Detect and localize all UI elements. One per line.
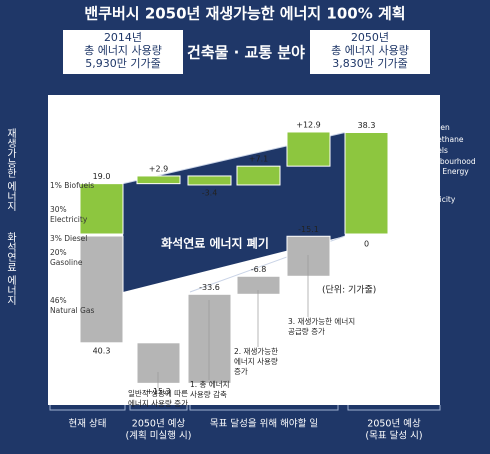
box-text: 총 에너지 사용량 (84, 44, 162, 57)
bar (136, 175, 181, 185)
composition-label: Gasoline (50, 258, 83, 267)
box-text: 5,930만 기가줄 (85, 57, 160, 70)
bar (236, 275, 281, 295)
value-label: 40.3 (93, 346, 111, 355)
bar (286, 235, 331, 277)
annotation: 사용량 감축 (190, 389, 227, 399)
title: 밴쿠버시 2050년 재생가능한 에너지 100% 계획 (84, 5, 405, 23)
banner-text: 재생가능한 에너지 (164, 109, 256, 123)
bracket (129, 405, 188, 411)
category-label: (계획 미실행 시) (126, 430, 192, 442)
bracket (347, 405, 441, 411)
unit-label: (단위: 기가줄) (322, 285, 376, 296)
composition-label: 46% (50, 296, 67, 305)
box (63, 30, 183, 74)
band (123, 132, 345, 292)
banner-text: 화석연료 에너지 폐기 (161, 236, 269, 251)
annotation: 에너지 사용량 (234, 356, 278, 366)
value-label: +15.3 (146, 387, 171, 396)
series-name: 재생가능한 에너지 (5, 128, 17, 212)
composition-label: 3% Diesel (50, 234, 87, 243)
banner-text: 사용량 2배 증가 (169, 124, 251, 138)
value-label: 38.3 (358, 121, 376, 130)
composition-label: 60% Electricity (399, 195, 456, 204)
bar (286, 131, 331, 167)
composition-label: 1% Hydrogen (399, 123, 450, 132)
value-label: -15.1 (298, 225, 319, 234)
bar (236, 165, 281, 186)
composition-label: 15% Neighbourhood (399, 157, 476, 166)
value-label: +12.9 (296, 120, 321, 129)
box (310, 30, 430, 74)
bracket (49, 405, 126, 411)
box-text: 2014년 (104, 31, 142, 44)
composition-label: 30% (50, 205, 67, 214)
composition-label: Renewable Energy (399, 167, 469, 176)
value-label: -33.6 (199, 283, 220, 292)
composition-label: 20% (50, 248, 67, 257)
annotation: 에너지 사용량 증가 (128, 398, 188, 408)
bar (344, 132, 389, 235)
composition-label: Systems (399, 177, 431, 186)
category-label: (목표 달성 시) (365, 430, 422, 442)
value-label: -3.4 (202, 188, 218, 197)
annotation: 3. 재생가능한 에너지 (288, 316, 355, 326)
annotation: 공급량 증가 (288, 327, 325, 336)
box-text: 2050년 (351, 31, 389, 44)
category-label: 목표 달성을 위해 해야할 일 (210, 418, 318, 430)
value-label: 19.0 (93, 172, 111, 181)
bar (79, 235, 124, 344)
annotation: 증가 (234, 367, 248, 376)
composition-label: Electricity (50, 215, 88, 224)
annotation: 일반적 성장에 따른 (128, 388, 188, 398)
value-label: 0 (364, 240, 369, 249)
box-text: 3,830만 기가줄 (332, 57, 407, 70)
bar (136, 342, 181, 384)
subtitle: 건축물 · 교통 분야 (187, 44, 305, 62)
composition-label: Natural Gas (50, 306, 94, 315)
bar (187, 293, 232, 384)
composition-label: 10% Biomethane (399, 135, 464, 144)
series-name: 화석연료 에너지 (5, 232, 17, 306)
annotation: 1. 총 에너지 (190, 379, 230, 389)
annotation: 2. 재생가능한 (234, 346, 278, 356)
bracket (189, 405, 339, 411)
value-label: +7.1 (249, 155, 268, 164)
box-text: 총 에너지 사용량 (331, 44, 409, 57)
bar (79, 183, 124, 235)
value-label: +2.9 (149, 164, 168, 173)
bar (187, 175, 232, 186)
bar (344, 235, 389, 237)
category-label: 현재 상태 (69, 419, 107, 430)
category-label: 2050년 예상 (367, 419, 421, 430)
category-label: 2050년 예상 (132, 419, 186, 430)
value-label: -6.8 (251, 265, 267, 274)
composition-label: 14% Biofuels (399, 146, 448, 155)
composition-label: 1% Biofuels (50, 181, 94, 190)
